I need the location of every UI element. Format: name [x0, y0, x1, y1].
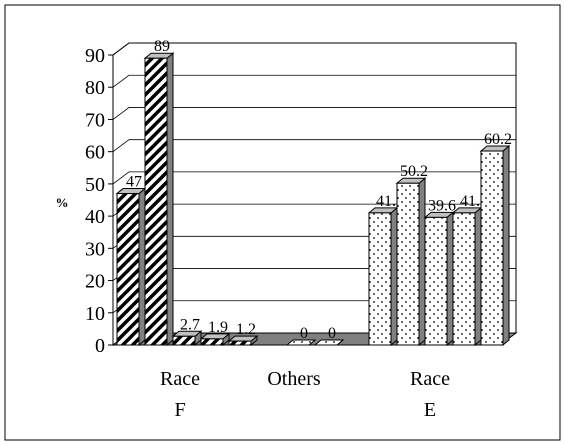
y-tick-label: 20	[85, 271, 105, 293]
y-tick-label: 40	[85, 206, 105, 228]
data-label: 89	[154, 38, 170, 55]
y-tick-label: 30	[85, 238, 105, 260]
data-label: 2.7	[180, 316, 200, 333]
data-label: 47	[126, 174, 142, 191]
bar-top	[313, 339, 345, 346]
bar	[144, 57, 168, 346]
category-label-line2: F	[174, 399, 185, 421]
gridline	[112, 74, 516, 88]
y-tick-label: 60	[85, 142, 105, 164]
data-label: 1.9	[208, 319, 228, 336]
bar	[200, 338, 224, 346]
data-label: 39.6	[428, 197, 456, 214]
data-label: 0	[328, 325, 336, 342]
bar	[480, 150, 504, 346]
y-axis-label: %	[56, 195, 69, 210]
y-tick-label: 90	[85, 45, 105, 67]
data-label: 41.	[376, 193, 396, 210]
bar	[172, 335, 196, 346]
data-label: 1.2	[236, 321, 256, 338]
category-label: Race	[160, 368, 200, 390]
gridline	[112, 171, 516, 185]
gridline	[112, 139, 516, 152]
y-tick-label: 10	[85, 303, 105, 325]
bar-side	[446, 211, 454, 347]
bar	[452, 212, 476, 346]
category-label: Others	[267, 368, 321, 390]
bar	[228, 340, 252, 346]
bar-side	[166, 52, 174, 347]
bar-side	[474, 206, 482, 347]
bar-top	[285, 339, 317, 346]
y-tick-label: 0	[95, 335, 105, 357]
gridline	[112, 107, 516, 120]
data-label: 50.2	[400, 163, 428, 180]
bar-side	[138, 187, 146, 347]
bar-side	[390, 206, 398, 347]
bar	[424, 216, 448, 346]
bar	[116, 193, 140, 346]
bar-side	[502, 144, 510, 347]
data-label: 60.2	[484, 131, 512, 148]
bar	[396, 182, 420, 346]
category-label: Race	[410, 368, 450, 390]
y-tick-label: 50	[85, 174, 105, 196]
data-label: 41.	[460, 193, 480, 210]
bar-side	[418, 177, 426, 347]
gridline	[112, 42, 516, 56]
bar	[368, 212, 392, 346]
y-tick-label: 70	[85, 109, 105, 131]
y-tick-label: 80	[85, 77, 105, 99]
data-label: 0	[300, 325, 308, 342]
category-label-line2: E	[424, 399, 436, 421]
